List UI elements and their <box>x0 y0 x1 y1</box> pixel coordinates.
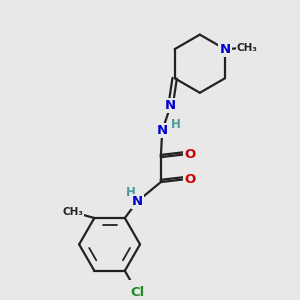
Text: N: N <box>157 124 168 137</box>
Text: N: N <box>132 195 143 208</box>
Text: N: N <box>165 99 176 112</box>
Text: CH₃: CH₃ <box>62 208 83 218</box>
Text: N: N <box>220 43 231 56</box>
Text: O: O <box>184 173 196 186</box>
Text: H: H <box>171 118 181 130</box>
Text: O: O <box>184 148 196 161</box>
Text: CH₃: CH₃ <box>237 43 258 53</box>
Text: Cl: Cl <box>130 286 144 299</box>
Text: H: H <box>126 187 136 200</box>
